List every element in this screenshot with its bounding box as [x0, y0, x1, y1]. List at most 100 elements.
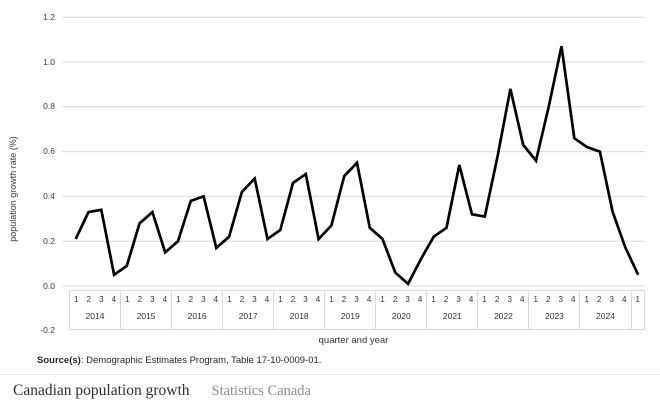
year-label: 2019: [340, 311, 360, 321]
year-group: 1 2 3 4 2020: [375, 291, 426, 329]
quarter-tick-label: 4: [622, 294, 627, 304]
quarter-tick-label: 3: [303, 294, 308, 304]
quarter-tick-label: 4: [468, 294, 474, 304]
y-tick-label: -0.2: [40, 325, 55, 336]
quarter-tick-label: 2: [137, 294, 143, 304]
quarter-tick-label: 2: [341, 294, 347, 304]
source-text: : Demographic Estimates Program, Table 1…: [80, 355, 322, 366]
year-label: 2016: [187, 311, 207, 321]
quarter-tick-label: 1: [176, 294, 181, 304]
quarter-tick-label: 3: [558, 294, 563, 304]
quarter-tick-label: 2: [443, 294, 449, 304]
quarter-tick-label: 1: [635, 294, 640, 304]
year-label: 2020: [391, 311, 411, 321]
plot-svg: [62, 16, 645, 287]
chart-title: Canadian population growth: [13, 382, 190, 399]
year-label: 2014: [85, 311, 105, 321]
quarter-tick-label: 1: [431, 294, 436, 304]
quarter-tick-label: 2: [290, 294, 296, 304]
quarter-tick-label: 3: [405, 294, 410, 304]
y-tick-label: 0.2: [43, 235, 55, 246]
quarter-tick-label: 2: [597, 294, 602, 304]
year-label: 2024: [596, 311, 615, 321]
year-label: 2023: [544, 311, 564, 321]
quarter-tick-label: 1: [74, 294, 79, 304]
year-group: 1 2 3 4 2016: [171, 291, 222, 329]
quarter-tick-label: 3: [456, 294, 461, 304]
year-group: 1 2 3 4 2017: [222, 291, 273, 329]
quarter-tick-label: 4: [366, 294, 372, 304]
year-label: [632, 307, 645, 329]
quarter-tick-label: 2: [86, 294, 91, 304]
quarter-tick-label: 2: [188, 294, 194, 304]
quarter-tick-label: 2: [494, 294, 500, 304]
footer-divider: [0, 374, 660, 375]
year-label: 2015: [136, 311, 156, 321]
growth-line: [74, 46, 640, 286]
y-axis-title: population growth rate (%): [8, 136, 18, 242]
quarter-tick-label: 4: [264, 294, 270, 304]
quarter-tick-label: 2: [545, 294, 551, 304]
year-group: 1: [630, 291, 645, 329]
quarter-tick-label: 4: [315, 294, 321, 304]
year-group: 1 2 3 4 2023: [528, 291, 579, 329]
quarter-tick-label: 1: [482, 294, 487, 304]
year-group: 1 2 3 4 2019: [324, 291, 375, 329]
quarter-tick-label: 1: [533, 294, 538, 304]
quarter-row: 1: [632, 291, 645, 307]
year-group: 1 2 3 4 2018: [273, 291, 324, 329]
y-tick-label: 0.6: [43, 146, 55, 157]
quarter-tick-label: 1: [227, 294, 232, 304]
year-group: 1 2 3 4 2014: [70, 291, 120, 329]
quarter-tick-label: 4: [162, 294, 168, 304]
quarter-tick-label: 1: [584, 294, 589, 304]
footer-caption: Canadian population growth Statistics Ca…: [13, 382, 311, 400]
quarter-tick-label: 4: [111, 294, 117, 304]
quarter-tick-label: 3: [252, 294, 257, 304]
year-label: 2022: [493, 311, 513, 321]
y-tick-label: 1.0: [43, 56, 55, 67]
attribution: Statistics Canada: [211, 383, 311, 399]
year-label: 2017: [238, 311, 258, 321]
year-label: 2021: [442, 311, 462, 321]
x-axis-title: quarter and year: [318, 335, 389, 346]
quarter-tick-label: 4: [213, 294, 219, 304]
year-group: 1 2 3 4 2015: [120, 291, 171, 329]
quarter-tick-label: 4: [519, 294, 525, 304]
quarter-tick-label: 3: [99, 294, 104, 304]
y-tick-label: 0.8: [43, 101, 55, 112]
y-tick-label: 1.2: [43, 11, 55, 22]
year-label: 2018: [289, 311, 309, 321]
quarter-tick-label: 4: [417, 294, 423, 304]
source-label: Source(s): [37, 355, 81, 366]
year-group: 1 2 3 4 2024: [579, 291, 630, 329]
quarter-tick-label: 2: [392, 294, 398, 304]
quarter-tick-label: 1: [329, 294, 334, 304]
source-note: Source(s): Demographic Estimates Program…: [37, 355, 321, 366]
y-tick-label: 0.4: [43, 190, 55, 201]
y-tick-label: 0.0: [43, 280, 55, 291]
quarter-tick-label: 2: [239, 294, 245, 304]
quarter-tick-label: 1: [380, 294, 385, 304]
quarter-tick-label: 1: [278, 294, 283, 304]
quarter-tick-label: 3: [354, 294, 359, 304]
quarter-tick-label: 3: [201, 294, 206, 304]
quarter-tick-label: 1: [125, 294, 130, 304]
quarter-tick-label: 3: [609, 294, 614, 304]
quarter-tick-label: 3: [150, 294, 155, 304]
year-group: 1 2 3 4 2022: [477, 291, 528, 329]
quarter-tick-label: 4: [571, 294, 576, 304]
gridlines: [62, 16, 645, 287]
year-group: 1 2 3 4 2021: [426, 291, 477, 329]
